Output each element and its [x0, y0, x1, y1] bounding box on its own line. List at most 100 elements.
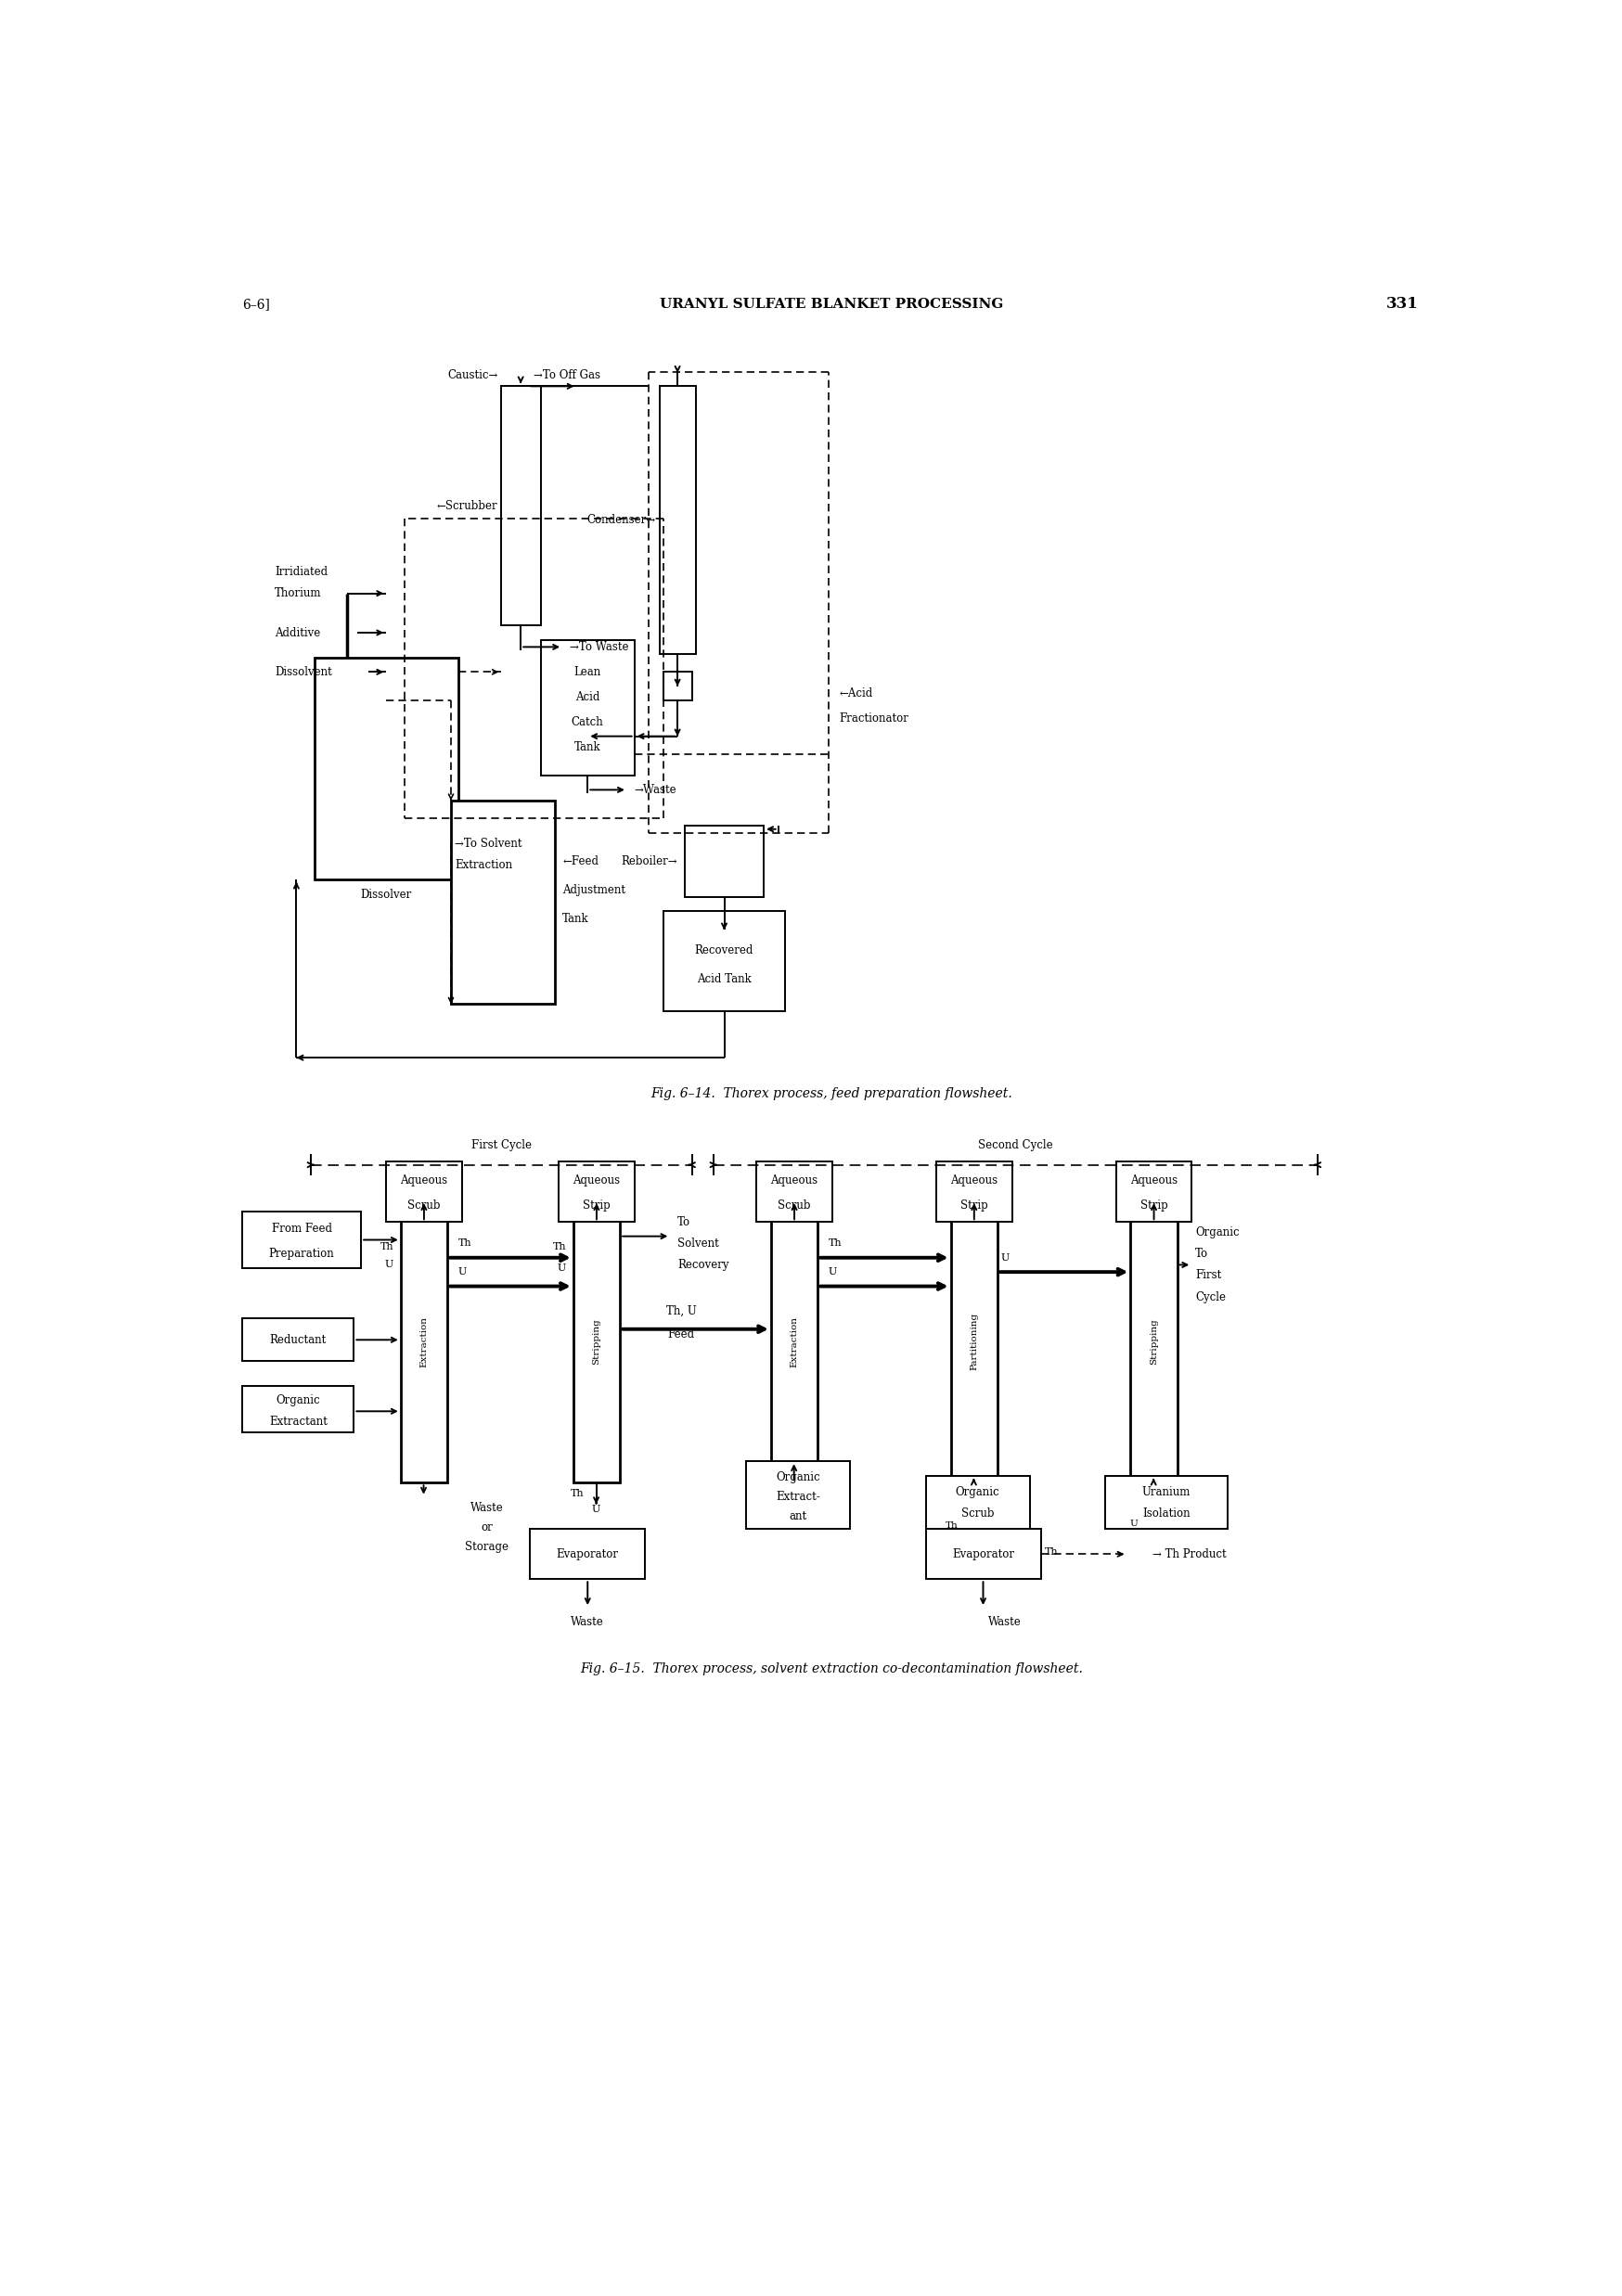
Text: Extraction: Extraction: [790, 1316, 798, 1366]
Text: Reboiler→: Reboiler→: [621, 854, 676, 868]
Text: Aqueous: Aqueous: [1129, 1176, 1178, 1187]
Text: Acid Tank: Acid Tank: [696, 974, 751, 985]
Text: → Th Product: → Th Product: [1152, 1548, 1225, 1561]
Text: U: U: [829, 1267, 837, 1277]
Text: Extractant: Extractant: [269, 1417, 328, 1428]
Text: Additive: Additive: [274, 627, 320, 638]
Bar: [315, 657, 457, 879]
Text: Fig. 6–15.  Thorex process, solvent extraction co-decontamination flowsheet.: Fig. 6–15. Thorex process, solvent extra…: [579, 1662, 1082, 1674]
Bar: [663, 673, 691, 700]
Text: Th: Th: [569, 1488, 584, 1497]
Bar: [663, 912, 785, 1010]
Text: Dissolver: Dissolver: [360, 889, 412, 900]
Text: Th, U: Th, U: [665, 1304, 696, 1318]
Bar: [1131, 1201, 1176, 1483]
Text: U: U: [1129, 1520, 1137, 1527]
Text: Extraction: Extraction: [454, 859, 513, 870]
Text: Catch: Catch: [571, 716, 603, 728]
Text: Scrub: Scrub: [407, 1199, 440, 1212]
Text: Organic: Organic: [1194, 1226, 1239, 1240]
Text: Evaporator: Evaporator: [556, 1548, 618, 1561]
Text: Stripping: Stripping: [592, 1318, 600, 1364]
Bar: [925, 1476, 1030, 1529]
Text: Th: Th: [457, 1240, 472, 1249]
Bar: [925, 1529, 1040, 1580]
Text: U: U: [384, 1261, 393, 1270]
Text: Th: Th: [944, 1522, 957, 1529]
Text: Waste: Waste: [470, 1502, 503, 1513]
Text: U: U: [1001, 1254, 1009, 1263]
Text: ←Feed: ←Feed: [563, 854, 599, 868]
Bar: [684, 827, 764, 898]
Bar: [770, 1201, 817, 1483]
Text: Aqueous: Aqueous: [770, 1176, 817, 1187]
Text: Preparation: Preparation: [269, 1249, 334, 1261]
Text: Extraction: Extraction: [420, 1316, 428, 1366]
Bar: [950, 1201, 998, 1483]
Text: Organic: Organic: [955, 1486, 999, 1497]
Text: Organic: Organic: [276, 1394, 320, 1407]
Text: Aqueous: Aqueous: [401, 1176, 448, 1187]
Text: Irridiated: Irridiated: [274, 565, 328, 579]
Text: ←Acid: ←Acid: [839, 687, 873, 700]
Bar: [756, 1162, 832, 1221]
Text: From Feed: From Feed: [271, 1224, 333, 1235]
Text: Strip: Strip: [1140, 1199, 1168, 1212]
Text: 331: 331: [1385, 296, 1418, 312]
Text: →To Off Gas: →To Off Gas: [534, 370, 600, 381]
Bar: [242, 1387, 354, 1433]
Text: Evaporator: Evaporator: [952, 1548, 1014, 1561]
Text: Cycle: Cycle: [1194, 1290, 1225, 1304]
Text: Storage: Storage: [466, 1541, 508, 1552]
Text: Scrub: Scrub: [777, 1199, 811, 1212]
Text: Lean: Lean: [574, 666, 600, 677]
Text: Dissolvent: Dissolvent: [274, 666, 333, 677]
Text: First Cycle: First Cycle: [470, 1139, 530, 1150]
Text: U: U: [592, 1504, 600, 1513]
Text: Aqueous: Aqueous: [950, 1176, 998, 1187]
Text: To: To: [1194, 1249, 1208, 1261]
Text: 6–6]: 6–6]: [242, 298, 269, 310]
Text: Stripping: Stripping: [1148, 1318, 1158, 1364]
Text: Scrub: Scrub: [960, 1508, 994, 1520]
Text: Extract-: Extract-: [775, 1490, 819, 1504]
Text: Fractionator: Fractionator: [839, 712, 908, 726]
Text: Tank: Tank: [574, 742, 600, 753]
Text: To: To: [676, 1217, 691, 1228]
Bar: [451, 801, 555, 1003]
Text: Adjustment: Adjustment: [563, 884, 624, 895]
Bar: [1105, 1476, 1226, 1529]
Bar: [659, 386, 696, 654]
Text: Uranium: Uranium: [1142, 1486, 1191, 1497]
Text: Caustic→: Caustic→: [448, 370, 498, 381]
Text: Strip: Strip: [582, 1199, 610, 1212]
Text: →To Solvent: →To Solvent: [454, 838, 522, 850]
Text: Isolation: Isolation: [1142, 1508, 1191, 1520]
Text: Organic: Organic: [775, 1472, 819, 1483]
Text: ←Scrubber: ←Scrubber: [436, 501, 498, 512]
Text: Recovered: Recovered: [694, 944, 753, 957]
Text: →Waste: →Waste: [634, 783, 676, 797]
Bar: [530, 1529, 646, 1580]
Bar: [558, 1162, 634, 1221]
Bar: [746, 1460, 850, 1529]
Text: ant: ant: [788, 1511, 806, 1522]
Text: Fig. 6–14.  Thorex process, feed preparation flowsheet.: Fig. 6–14. Thorex process, feed preparat…: [650, 1086, 1012, 1100]
Text: Tank: Tank: [563, 912, 589, 925]
Bar: [242, 1212, 360, 1267]
Text: Acid: Acid: [576, 691, 600, 703]
Text: Waste: Waste: [988, 1616, 1020, 1628]
Text: Recovery: Recovery: [676, 1258, 728, 1272]
Text: U: U: [457, 1267, 467, 1277]
Text: Solvent: Solvent: [676, 1238, 719, 1249]
Text: Feed: Feed: [667, 1329, 694, 1341]
Bar: [936, 1162, 1011, 1221]
Text: Th: Th: [551, 1242, 566, 1251]
Text: or: or: [480, 1522, 493, 1534]
Bar: [540, 641, 634, 776]
Text: →To Waste: →To Waste: [569, 641, 628, 652]
Text: Th: Th: [380, 1242, 393, 1251]
Text: Thorium: Thorium: [274, 588, 321, 599]
Bar: [501, 386, 540, 625]
Text: Aqueous: Aqueous: [573, 1176, 620, 1187]
